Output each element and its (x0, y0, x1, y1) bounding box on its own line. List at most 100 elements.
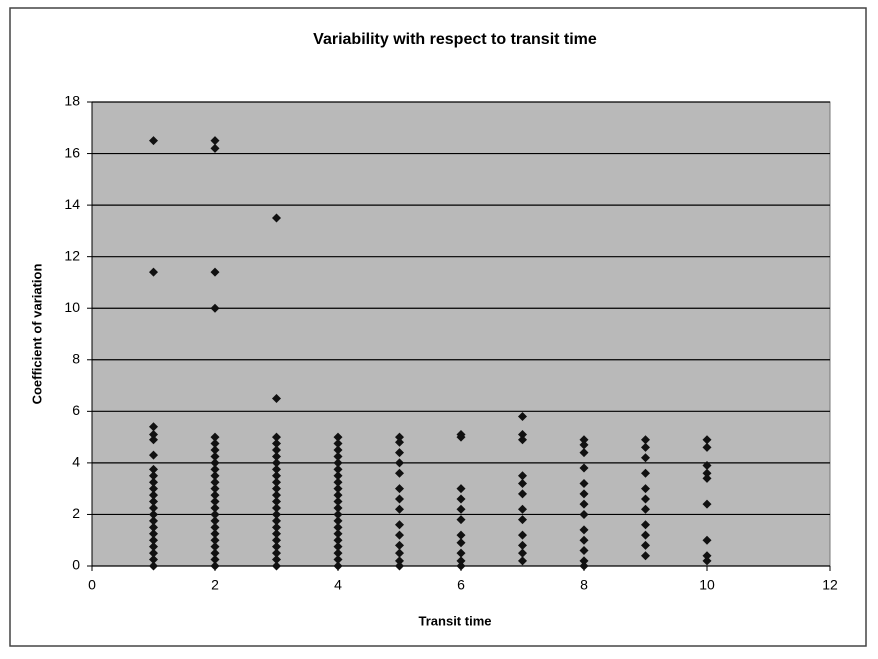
point (149, 464, 158, 474)
point (333, 445, 343, 455)
y-tick-label: 18 (64, 93, 80, 109)
point (272, 484, 281, 494)
point (272, 471, 281, 481)
point (395, 448, 404, 458)
point (395, 494, 404, 504)
point (518, 435, 527, 445)
point (210, 561, 220, 571)
point (210, 484, 220, 494)
point (272, 439, 281, 449)
point (395, 468, 404, 478)
point (272, 548, 281, 558)
point (272, 561, 281, 571)
point (641, 468, 650, 478)
point (210, 432, 220, 442)
point (641, 520, 650, 530)
point (702, 435, 712, 445)
point (149, 490, 158, 500)
point (210, 490, 220, 500)
point (210, 516, 220, 526)
point (579, 435, 589, 445)
point (395, 504, 404, 514)
y-tick-label: 8 (72, 350, 80, 366)
point (395, 484, 404, 494)
x-tick-label: 8 (580, 577, 588, 593)
point (149, 548, 158, 558)
point (149, 497, 158, 507)
point (272, 490, 281, 500)
point (210, 445, 220, 455)
point (702, 473, 712, 483)
point (518, 515, 527, 525)
point (579, 489, 589, 499)
point (395, 520, 404, 530)
point (272, 451, 281, 461)
point (456, 538, 466, 548)
x-tick-label: 0 (88, 577, 96, 593)
point (702, 551, 712, 561)
point (210, 303, 220, 313)
point (395, 561, 404, 571)
point (456, 556, 466, 566)
point (210, 458, 220, 468)
point (333, 548, 343, 558)
point (518, 530, 527, 540)
point (149, 509, 158, 519)
point (641, 504, 650, 514)
x-tick-label: 2 (211, 577, 219, 593)
point (272, 516, 281, 526)
point (702, 556, 712, 566)
point (456, 530, 466, 540)
point (210, 267, 220, 277)
point (210, 535, 220, 545)
point (702, 535, 712, 545)
point (149, 561, 158, 571)
point (641, 442, 650, 452)
point (518, 504, 527, 514)
point (149, 430, 158, 440)
point (579, 448, 589, 458)
point (395, 530, 404, 540)
point (456, 494, 466, 504)
point (333, 490, 343, 500)
x-tick-label: 12 (822, 577, 838, 593)
point (149, 267, 158, 277)
point (210, 522, 220, 532)
point (518, 411, 527, 421)
point (395, 437, 404, 447)
point (641, 494, 650, 504)
point (149, 477, 158, 487)
point (272, 432, 281, 442)
point (149, 450, 158, 460)
point (579, 509, 589, 519)
point (333, 471, 343, 481)
x-axis-label: Transit time (419, 613, 492, 628)
point (456, 484, 466, 494)
y-tick-label: 0 (72, 557, 80, 573)
point (210, 555, 220, 565)
point (272, 393, 281, 403)
point (641, 530, 650, 540)
point (272, 535, 281, 545)
y-tick-label: 16 (64, 144, 80, 160)
point (149, 471, 158, 481)
point (395, 548, 404, 558)
y-axis-label: Coefficient of variation (29, 264, 44, 405)
point (210, 439, 220, 449)
x-tick-label: 6 (457, 577, 465, 593)
point (149, 503, 158, 513)
point (456, 504, 466, 514)
y-tick-label: 2 (72, 505, 80, 521)
point (210, 548, 220, 558)
point (272, 477, 281, 487)
y-tick-label: 6 (72, 402, 80, 418)
point (149, 542, 158, 552)
point (210, 497, 220, 507)
chart-title: Variability with respect to transit time (313, 31, 597, 48)
x-tick-label: 4 (334, 577, 342, 593)
point (456, 548, 466, 558)
point (702, 442, 712, 452)
point (210, 503, 220, 513)
point (149, 484, 158, 494)
